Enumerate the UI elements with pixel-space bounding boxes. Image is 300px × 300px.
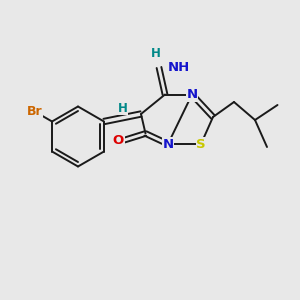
Text: N: N — [186, 88, 198, 101]
Text: H: H — [118, 102, 128, 115]
Text: H: H — [151, 46, 160, 60]
Text: Br: Br — [27, 105, 43, 118]
Text: NH: NH — [168, 61, 190, 74]
Text: O: O — [113, 134, 124, 148]
Text: N: N — [162, 137, 174, 151]
Text: S: S — [196, 137, 206, 151]
